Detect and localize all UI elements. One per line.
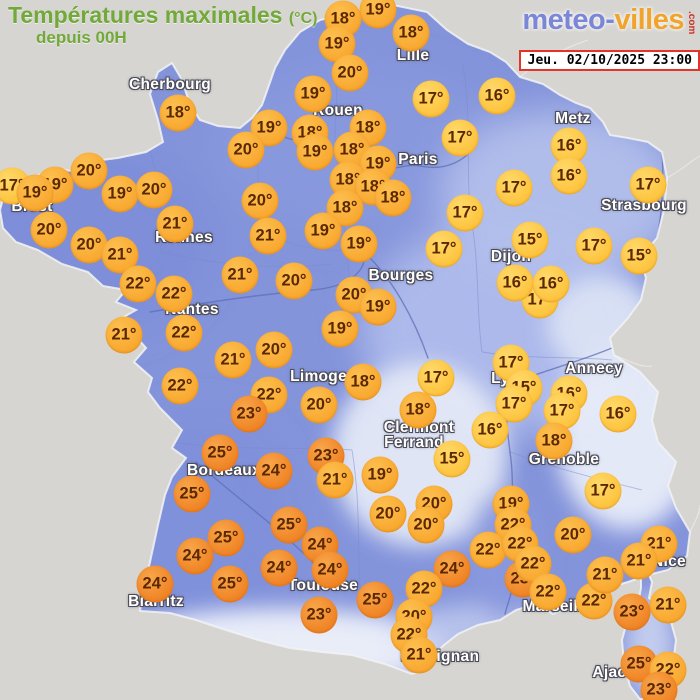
title-unit: (°C) bbox=[288, 10, 318, 27]
timestamp-badge: Jeu. 02/10/2025 23:00 bbox=[518, 50, 700, 71]
title-text: Températures maximales bbox=[8, 2, 283, 28]
site-logo[interactable]: meteo-villes .com bbox=[522, 4, 697, 37]
page-title: Températures maximales (°C) depuis 00H bbox=[8, 2, 317, 48]
logo-villes: villes bbox=[614, 4, 684, 36]
logo-com-suffix: .com bbox=[686, 11, 697, 35]
logo-meteo: meteo- bbox=[522, 4, 615, 36]
subtitle: depuis 00H bbox=[36, 28, 127, 48]
